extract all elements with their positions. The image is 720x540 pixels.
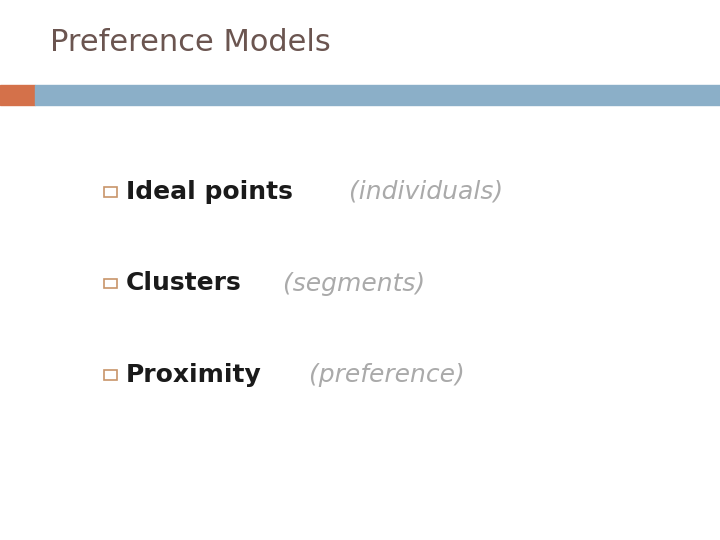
- Text: (preference): (preference): [301, 363, 465, 387]
- Bar: [104, 370, 117, 380]
- Bar: [104, 187, 117, 197]
- Bar: [104, 279, 117, 288]
- Text: (individuals): (individuals): [341, 180, 503, 204]
- Bar: [0, 85, 35, 105]
- Text: Proximity: Proximity: [126, 363, 262, 387]
- Text: Preference Models: Preference Models: [50, 28, 331, 57]
- Text: (segments): (segments): [275, 272, 426, 295]
- Bar: [35, 85, 720, 105]
- Text: Ideal points: Ideal points: [126, 180, 293, 204]
- Text: Clusters: Clusters: [126, 272, 242, 295]
